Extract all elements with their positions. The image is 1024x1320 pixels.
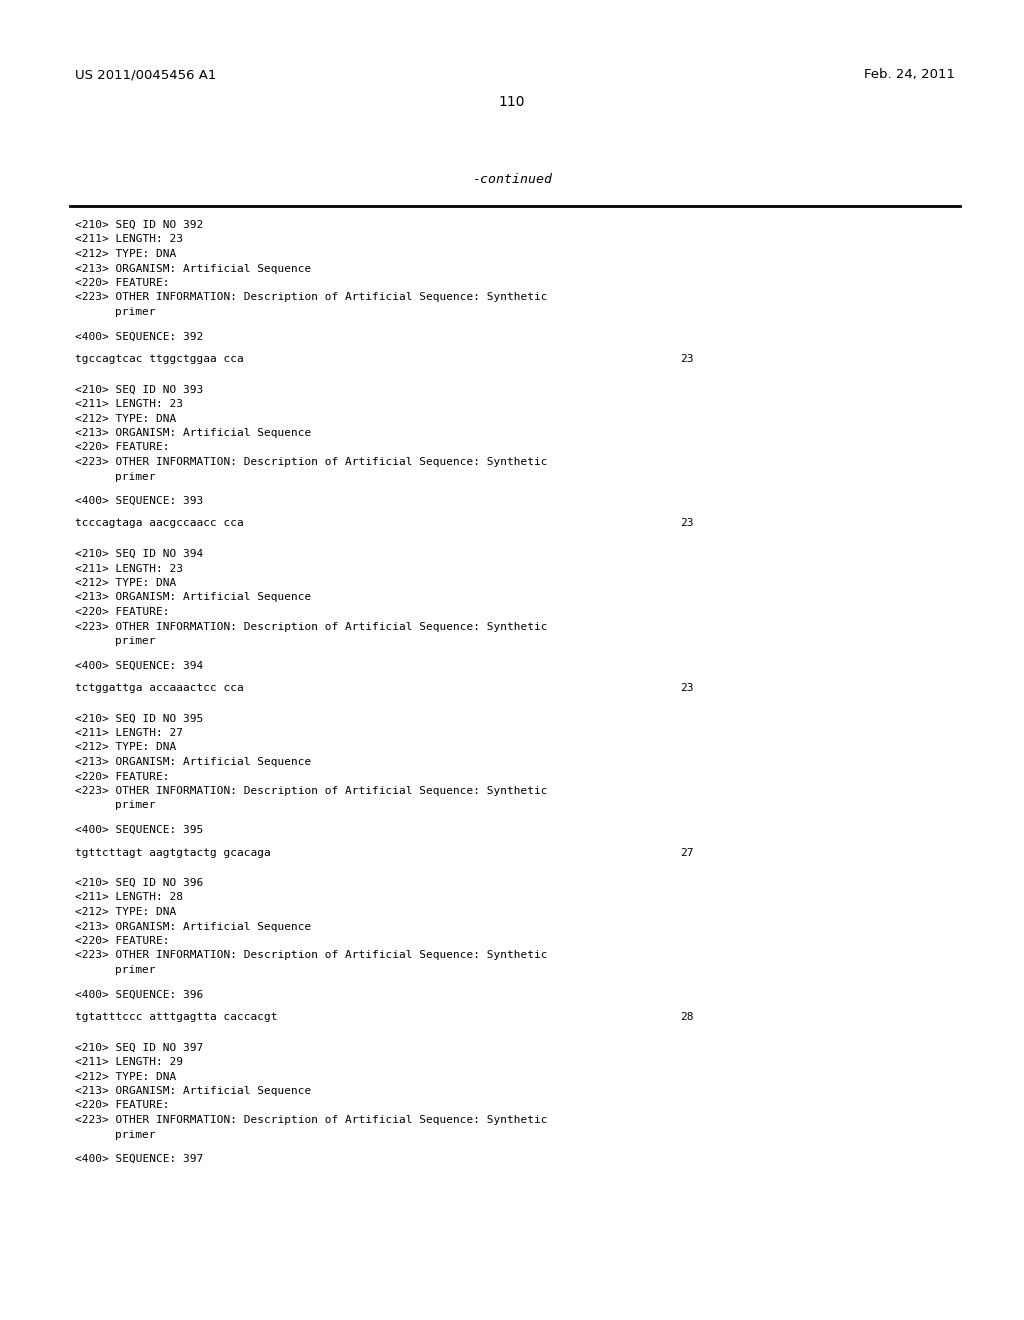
Text: <211> LENGTH: 23: <211> LENGTH: 23 [75, 235, 183, 244]
Text: tcccagtaga aacgccaacc cca: tcccagtaga aacgccaacc cca [75, 519, 244, 528]
Text: <212> TYPE: DNA: <212> TYPE: DNA [75, 413, 176, 424]
Text: US 2011/0045456 A1: US 2011/0045456 A1 [75, 69, 216, 81]
Text: <211> LENGTH: 23: <211> LENGTH: 23 [75, 399, 183, 409]
Text: <213> ORGANISM: Artificial Sequence: <213> ORGANISM: Artificial Sequence [75, 1086, 311, 1096]
Text: <220> FEATURE:: <220> FEATURE: [75, 279, 170, 288]
Text: <223> OTHER INFORMATION: Description of Artificial Sequence: Synthetic: <223> OTHER INFORMATION: Description of … [75, 950, 548, 961]
Text: <213> ORGANISM: Artificial Sequence: <213> ORGANISM: Artificial Sequence [75, 921, 311, 932]
Text: <220> FEATURE:: <220> FEATURE: [75, 442, 170, 453]
Text: 27: 27 [680, 847, 693, 858]
Text: primer: primer [115, 308, 156, 317]
Text: tctggattga accaaactcc cca: tctggattga accaaactcc cca [75, 682, 244, 693]
Text: primer: primer [115, 965, 156, 975]
Text: <213> ORGANISM: Artificial Sequence: <213> ORGANISM: Artificial Sequence [75, 264, 311, 273]
Text: <212> TYPE: DNA: <212> TYPE: DNA [75, 249, 176, 259]
Text: <220> FEATURE:: <220> FEATURE: [75, 771, 170, 781]
Text: <400> SEQUENCE: 396: <400> SEQUENCE: 396 [75, 990, 203, 999]
Text: <210> SEQ ID NO 392: <210> SEQ ID NO 392 [75, 220, 203, 230]
Text: <223> OTHER INFORMATION: Description of Artificial Sequence: Synthetic: <223> OTHER INFORMATION: Description of … [75, 785, 548, 796]
Text: 28: 28 [680, 1012, 693, 1022]
Text: <212> TYPE: DNA: <212> TYPE: DNA [75, 742, 176, 752]
Text: primer: primer [115, 800, 156, 810]
Text: <210> SEQ ID NO 397: <210> SEQ ID NO 397 [75, 1043, 203, 1052]
Text: 23: 23 [680, 682, 693, 693]
Text: 110: 110 [499, 95, 525, 110]
Text: primer: primer [115, 636, 156, 645]
Text: <210> SEQ ID NO 393: <210> SEQ ID NO 393 [75, 384, 203, 395]
Text: <211> LENGTH: 23: <211> LENGTH: 23 [75, 564, 183, 573]
Text: -continued: -continued [472, 173, 552, 186]
Text: <212> TYPE: DNA: <212> TYPE: DNA [75, 907, 176, 917]
Text: <210> SEQ ID NO 394: <210> SEQ ID NO 394 [75, 549, 203, 558]
Text: <212> TYPE: DNA: <212> TYPE: DNA [75, 1072, 176, 1081]
Text: <210> SEQ ID NO 395: <210> SEQ ID NO 395 [75, 714, 203, 723]
Text: <211> LENGTH: 27: <211> LENGTH: 27 [75, 729, 183, 738]
Text: <211> LENGTH: 29: <211> LENGTH: 29 [75, 1057, 183, 1067]
Text: <220> FEATURE:: <220> FEATURE: [75, 1101, 170, 1110]
Text: <220> FEATURE:: <220> FEATURE: [75, 936, 170, 946]
Text: <213> ORGANISM: Artificial Sequence: <213> ORGANISM: Artificial Sequence [75, 756, 311, 767]
Text: <223> OTHER INFORMATION: Description of Artificial Sequence: Synthetic: <223> OTHER INFORMATION: Description of … [75, 1115, 548, 1125]
Text: Feb. 24, 2011: Feb. 24, 2011 [864, 69, 955, 81]
Text: 23: 23 [680, 519, 693, 528]
Text: <400> SEQUENCE: 393: <400> SEQUENCE: 393 [75, 496, 203, 506]
Text: primer: primer [115, 471, 156, 482]
Text: <400> SEQUENCE: 395: <400> SEQUENCE: 395 [75, 825, 203, 836]
Text: <212> TYPE: DNA: <212> TYPE: DNA [75, 578, 176, 587]
Text: <211> LENGTH: 28: <211> LENGTH: 28 [75, 892, 183, 903]
Text: <223> OTHER INFORMATION: Description of Artificial Sequence: Synthetic: <223> OTHER INFORMATION: Description of … [75, 622, 548, 631]
Text: <220> FEATURE:: <220> FEATURE: [75, 607, 170, 616]
Text: <400> SEQUENCE: 397: <400> SEQUENCE: 397 [75, 1154, 203, 1164]
Text: 23: 23 [680, 354, 693, 364]
Text: <400> SEQUENCE: 392: <400> SEQUENCE: 392 [75, 331, 203, 342]
Text: <223> OTHER INFORMATION: Description of Artificial Sequence: Synthetic: <223> OTHER INFORMATION: Description of … [75, 457, 548, 467]
Text: tgccagtcac ttggctggaa cca: tgccagtcac ttggctggaa cca [75, 354, 244, 364]
Text: <223> OTHER INFORMATION: Description of Artificial Sequence: Synthetic: <223> OTHER INFORMATION: Description of … [75, 293, 548, 302]
Text: <213> ORGANISM: Artificial Sequence: <213> ORGANISM: Artificial Sequence [75, 593, 311, 602]
Text: tgttcttagt aagtgtactg gcacaga: tgttcttagt aagtgtactg gcacaga [75, 847, 270, 858]
Text: <400> SEQUENCE: 394: <400> SEQUENCE: 394 [75, 660, 203, 671]
Text: <210> SEQ ID NO 396: <210> SEQ ID NO 396 [75, 878, 203, 888]
Text: <213> ORGANISM: Artificial Sequence: <213> ORGANISM: Artificial Sequence [75, 428, 311, 438]
Text: primer: primer [115, 1130, 156, 1139]
Text: tgtatttccc atttgagtta caccacgt: tgtatttccc atttgagtta caccacgt [75, 1012, 278, 1022]
